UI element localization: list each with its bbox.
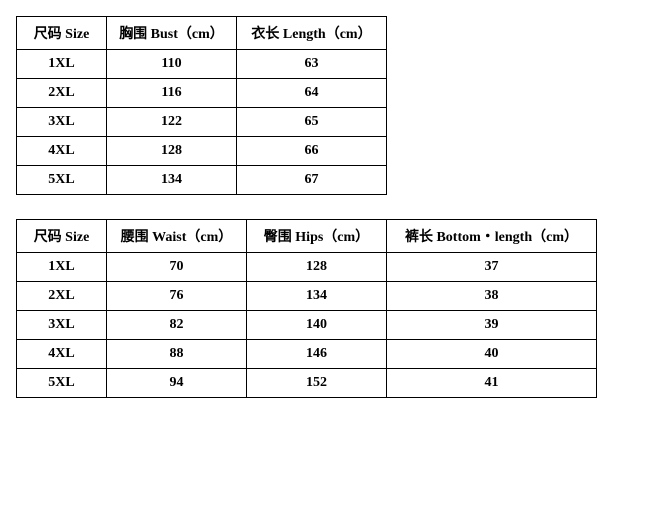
cell-hips: 128 [247,253,387,282]
col-header-size: 尺码 Size [17,17,107,50]
cell-size: 5XL [17,166,107,195]
table-row: 1XL 110 63 [17,50,387,79]
table-head: 尺码 Size 胸围 Bust（cm） 衣长 Length（cm） [17,17,387,50]
cell-length: 67 [237,166,387,195]
col-header-hips: 臀围 Hips（cm） [247,220,387,253]
table-row: 5XL 134 67 [17,166,387,195]
cell-bottom-length: 38 [387,282,597,311]
cell-hips: 152 [247,369,387,398]
cell-size: 1XL [17,50,107,79]
cell-bust: 128 [107,137,237,166]
table-row: 3XL 122 65 [17,108,387,137]
col-header-waist: 腰围 Waist（cm） [107,220,247,253]
cell-waist: 94 [107,369,247,398]
col-header-size: 尺码 Size [17,220,107,253]
col-header-bust: 胸围 Bust（cm） [107,17,237,50]
cell-size: 1XL [17,253,107,282]
cell-waist: 88 [107,340,247,369]
cell-size: 2XL [17,79,107,108]
cell-bust: 134 [107,166,237,195]
table-row: 3XL 82 140 39 [17,311,597,340]
cell-hips: 140 [247,311,387,340]
table-body: 1XL 110 63 2XL 116 64 3XL 122 65 4XL 128… [17,50,387,195]
cell-size: 4XL [17,340,107,369]
table-row: 4XL 88 146 40 [17,340,597,369]
table-head: 尺码 Size 腰围 Waist（cm） 臀围 Hips（cm） 裤长 Bott… [17,220,597,253]
size-table-bottom: 尺码 Size 腰围 Waist（cm） 臀围 Hips（cm） 裤长 Bott… [16,219,597,398]
cell-bottom-length: 41 [387,369,597,398]
cell-length: 64 [237,79,387,108]
table-row: 2XL 116 64 [17,79,387,108]
table-row: 4XL 128 66 [17,137,387,166]
cell-size: 4XL [17,137,107,166]
cell-bust: 116 [107,79,237,108]
cell-waist: 70 [107,253,247,282]
cell-waist: 82 [107,311,247,340]
cell-size: 3XL [17,108,107,137]
table-header-row: 尺码 Size 胸围 Bust（cm） 衣长 Length（cm） [17,17,387,50]
col-header-length: 衣长 Length（cm） [237,17,387,50]
table-row: 2XL 76 134 38 [17,282,597,311]
cell-hips: 146 [247,340,387,369]
table-body: 1XL 70 128 37 2XL 76 134 38 3XL 82 140 3… [17,253,597,398]
col-header-bottom-length: 裤长 Bottom・length（cm） [387,220,597,253]
cell-length: 63 [237,50,387,79]
cell-size: 5XL [17,369,107,398]
cell-hips: 134 [247,282,387,311]
table-row: 1XL 70 128 37 [17,253,597,282]
cell-length: 65 [237,108,387,137]
cell-bottom-length: 39 [387,311,597,340]
table-header-row: 尺码 Size 腰围 Waist（cm） 臀围 Hips（cm） 裤长 Bott… [17,220,597,253]
cell-bust: 122 [107,108,237,137]
cell-bust: 110 [107,50,237,79]
cell-size: 3XL [17,311,107,340]
size-table-top: 尺码 Size 胸围 Bust（cm） 衣长 Length（cm） 1XL 11… [16,16,387,195]
cell-length: 66 [237,137,387,166]
table-row: 5XL 94 152 41 [17,369,597,398]
cell-bottom-length: 37 [387,253,597,282]
cell-size: 2XL [17,282,107,311]
cell-bottom-length: 40 [387,340,597,369]
cell-waist: 76 [107,282,247,311]
